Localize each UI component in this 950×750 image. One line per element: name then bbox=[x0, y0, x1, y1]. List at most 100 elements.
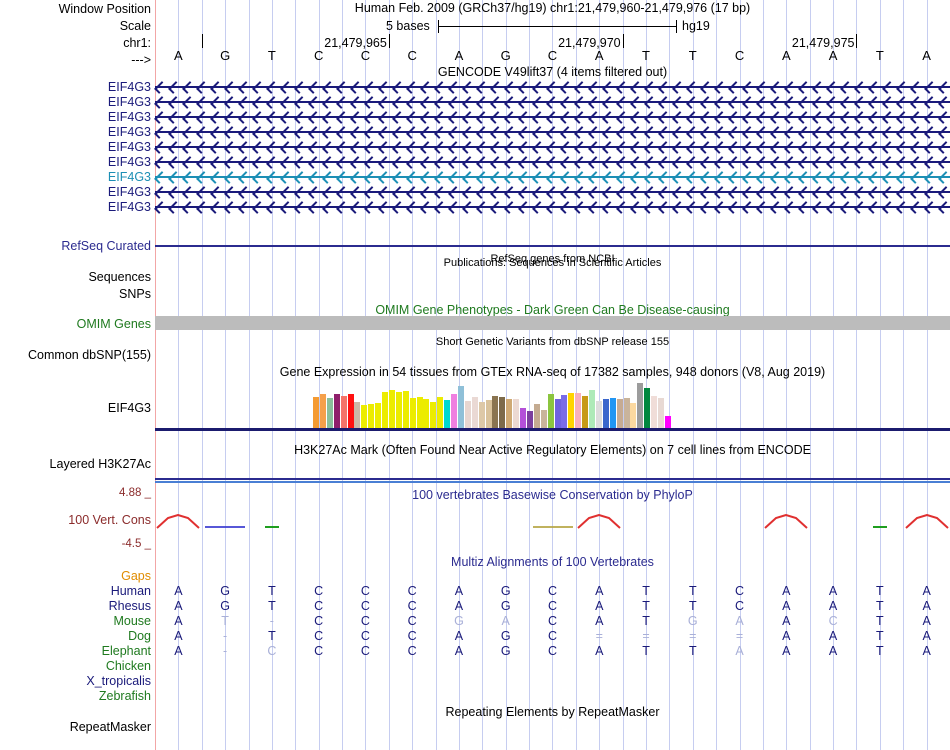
gencode-gene-label[interactable]: EIF4G3 bbox=[107, 140, 151, 154]
species-label[interactable]: Zebrafish bbox=[98, 689, 151, 703]
gencode-transcript-row[interactable] bbox=[154, 155, 950, 169]
gtex-tissue-bar[interactable] bbox=[409, 398, 416, 428]
gtex-tissue-bar[interactable] bbox=[499, 397, 506, 428]
gtex-tissue-bar[interactable] bbox=[333, 394, 340, 428]
gtex-tissue-bar[interactable] bbox=[513, 399, 520, 428]
gtex-tissue-bar[interactable] bbox=[478, 402, 485, 428]
gencode-transcript-row[interactable] bbox=[154, 170, 950, 184]
gencode-gene-label[interactable]: EIF4G3 bbox=[107, 95, 151, 109]
gtex-tissue-bar[interactable] bbox=[464, 401, 471, 428]
omim-gene-bar[interactable] bbox=[155, 316, 950, 330]
gtex-tissue-bar[interactable] bbox=[354, 402, 361, 428]
gtex-tissue-bar[interactable] bbox=[347, 394, 354, 428]
species-label[interactable]: Human bbox=[110, 584, 151, 598]
refseq-feature-line[interactable] bbox=[155, 245, 950, 247]
gtex-tissue-bar[interactable] bbox=[319, 394, 326, 428]
gtex-tissue-bar[interactable] bbox=[520, 408, 526, 428]
gencode-gene-label[interactable]: EIF4G3 bbox=[107, 125, 151, 139]
omim-genes-label[interactable]: OMIM Genes bbox=[76, 317, 151, 331]
gtex-tissue-bar[interactable] bbox=[444, 400, 451, 428]
gtex-tissue-bar[interactable] bbox=[326, 398, 333, 428]
gtex-tissue-bar[interactable] bbox=[540, 410, 547, 428]
strand-arrow-left-icon bbox=[280, 141, 293, 154]
gtex-tissue-bar[interactable] bbox=[602, 399, 609, 428]
gencode-gene-label[interactable]: EIF4G3 bbox=[107, 80, 151, 94]
gencode-transcript-row[interactable] bbox=[154, 185, 950, 199]
gtex-tissue-bar[interactable] bbox=[644, 388, 651, 428]
gtex-tissue-bar[interactable] bbox=[382, 392, 388, 428]
gencode-transcript-row[interactable] bbox=[154, 95, 950, 109]
gtex-tissue-bar[interactable] bbox=[395, 392, 402, 428]
gtex-tissue-bar[interactable] bbox=[616, 399, 623, 428]
conservation-track-label[interactable]: 100 Vert. Cons bbox=[68, 513, 151, 527]
gtex-tissue-bar[interactable] bbox=[575, 393, 582, 428]
gtex-tissue-bar[interactable] bbox=[589, 390, 595, 428]
snps-label[interactable]: SNPs bbox=[119, 287, 151, 301]
gencode-gene-label[interactable]: EIF4G3 bbox=[107, 170, 151, 184]
species-label[interactable]: X_tropicalis bbox=[86, 674, 151, 688]
sequences-label[interactable]: Sequences bbox=[88, 270, 151, 284]
gtex-tissue-bar[interactable] bbox=[437, 397, 444, 428]
strand-arrow-left-icon bbox=[252, 111, 265, 124]
common-dbsnp-label[interactable]: Common dbSNP(155) bbox=[28, 348, 151, 362]
gtex-tissue-bar[interactable] bbox=[313, 397, 319, 428]
gencode-transcript-row[interactable] bbox=[154, 125, 950, 139]
gtex-tissue-bar[interactable] bbox=[416, 397, 423, 428]
gtex-gene-label[interactable]: EIF4G3 bbox=[107, 401, 151, 415]
species-label[interactable]: Chicken bbox=[105, 659, 151, 673]
strand-arrow-left-icon bbox=[868, 96, 881, 109]
gencode-gene-label[interactable]: EIF4G3 bbox=[107, 155, 151, 169]
gencode-transcript-row[interactable] bbox=[154, 200, 950, 214]
gtex-tissue-bar[interactable] bbox=[568, 393, 575, 428]
repeatmasker-label[interactable]: RepeatMasker bbox=[69, 720, 151, 734]
gtex-tissue-bar[interactable] bbox=[430, 402, 437, 428]
gencode-transcript-row[interactable] bbox=[154, 80, 950, 94]
gtex-tissue-bar[interactable] bbox=[554, 399, 561, 428]
gtex-tissue-bar[interactable] bbox=[457, 386, 464, 428]
gencode-gene-label[interactable]: EIF4G3 bbox=[107, 110, 151, 124]
refseq-curated-label[interactable]: RefSeq Curated bbox=[61, 239, 151, 253]
gtex-tissue-bar[interactable] bbox=[595, 401, 602, 428]
strand-arrow-left-icon bbox=[518, 141, 531, 154]
gtex-tissue-bar[interactable] bbox=[533, 404, 540, 428]
gencode-gene-label[interactable]: EIF4G3 bbox=[107, 200, 151, 214]
species-label[interactable]: Rhesus bbox=[108, 599, 151, 613]
gtex-bar-chart[interactable] bbox=[155, 380, 950, 428]
gtex-tissue-bar[interactable] bbox=[361, 405, 368, 428]
gencode-transcript-row[interactable] bbox=[154, 110, 950, 124]
gtex-tissue-bar[interactable] bbox=[582, 396, 589, 428]
gtex-tissue-bar[interactable] bbox=[506, 399, 513, 428]
gtex-tissue-bar[interactable] bbox=[651, 396, 658, 428]
gencode-gene-label[interactable]: EIF4G3 bbox=[107, 185, 151, 199]
gtex-tissue-bar[interactable] bbox=[630, 403, 637, 428]
gtex-tissue-bar[interactable] bbox=[340, 396, 347, 428]
gtex-tissue-bar[interactable] bbox=[375, 403, 382, 428]
gtex-tissue-bar[interactable] bbox=[451, 394, 457, 428]
conservation-plot[interactable] bbox=[155, 486, 950, 548]
gtex-tissue-bar[interactable] bbox=[368, 404, 375, 428]
gtex-tissue-bar[interactable] bbox=[471, 397, 478, 428]
gaps-label[interactable]: Gaps bbox=[121, 569, 151, 583]
gtex-tissue-bar[interactable] bbox=[547, 394, 554, 428]
species-label[interactable]: Elephant bbox=[101, 644, 151, 658]
gtex-tissue-bar[interactable] bbox=[658, 398, 664, 428]
gtex-tissue-bar[interactable] bbox=[637, 383, 644, 428]
gtex-tissue-bar[interactable] bbox=[664, 416, 671, 428]
gtex-tissue-bar[interactable] bbox=[561, 395, 568, 428]
strand-arrow-left-icon bbox=[168, 141, 181, 154]
gtex-tissue-bar[interactable] bbox=[388, 390, 395, 428]
gtex-tissue-bar[interactable] bbox=[623, 398, 630, 428]
gencode-transcript-row[interactable] bbox=[154, 140, 950, 154]
gtex-tissue-bar[interactable] bbox=[423, 399, 430, 428]
strand-arrow-left-icon bbox=[266, 201, 279, 214]
species-label[interactable]: Dog bbox=[128, 629, 151, 643]
alignment-base: T bbox=[642, 599, 650, 613]
gtex-tissue-bar[interactable] bbox=[492, 396, 499, 428]
species-label[interactable]: Mouse bbox=[113, 614, 151, 628]
gtex-tissue-bar[interactable] bbox=[526, 411, 533, 428]
gtex-tissue-bar[interactable] bbox=[609, 398, 616, 428]
strand-arrow-left-icon bbox=[266, 186, 279, 199]
gtex-tissue-bar[interactable] bbox=[402, 391, 409, 428]
gtex-tissue-bar[interactable] bbox=[485, 400, 492, 428]
layered-h3k27ac-label[interactable]: Layered H3K27Ac bbox=[49, 457, 151, 471]
